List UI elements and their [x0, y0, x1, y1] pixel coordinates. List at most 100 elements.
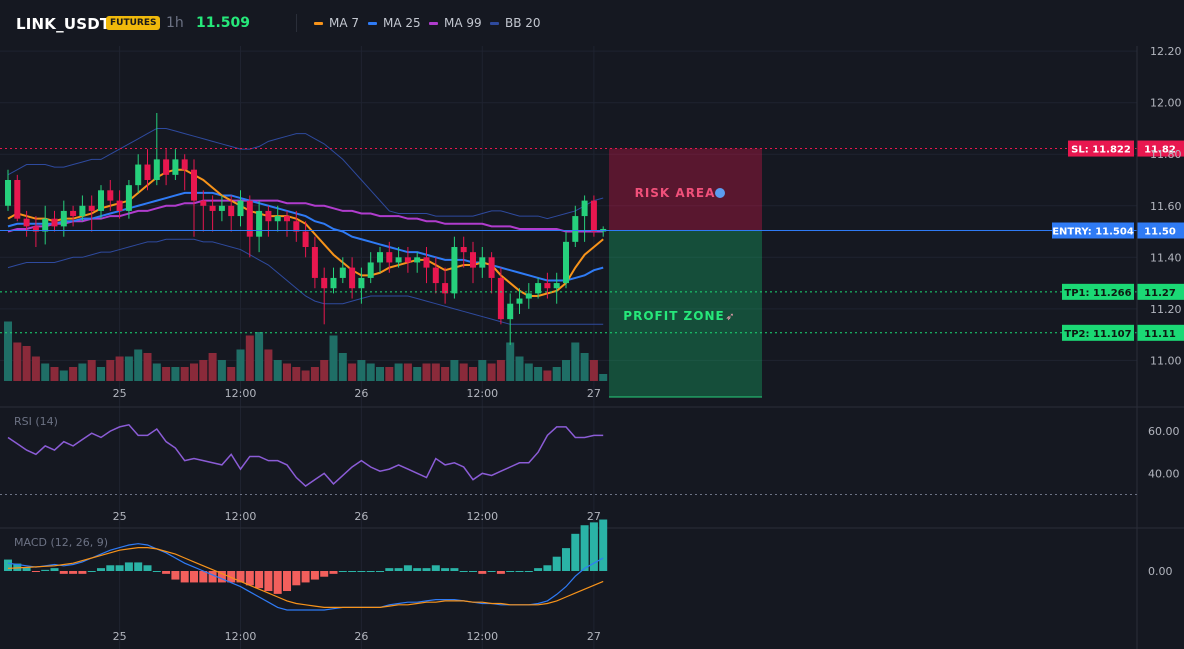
- timeframe-label[interactable]: 1h: [166, 15, 184, 31]
- candle-body: [432, 267, 439, 284]
- volume-bar: [208, 353, 217, 381]
- entry-label-box: [1052, 222, 1134, 239]
- price-tick-label: 11.40: [1150, 251, 1182, 264]
- candle-body: [488, 257, 495, 278]
- volume-bar: [236, 349, 245, 381]
- profit-zone-label: PROFIT ZONE: [623, 309, 724, 323]
- macd-histogram-bar: [524, 571, 533, 572]
- volume-bar: [320, 360, 329, 381]
- macd-histogram-bar: [459, 571, 468, 572]
- candle-body: [218, 205, 225, 211]
- macd-histogram-bar: [217, 571, 226, 583]
- time-tick-label: 27: [587, 387, 601, 400]
- time-tick-label: 26: [354, 510, 368, 523]
- ma25-line: [7, 191, 604, 282]
- macd-histogram-bar: [255, 571, 264, 589]
- macd-line: [7, 543, 604, 611]
- price-tick-label: 11.80: [1150, 148, 1182, 161]
- macd-histogram-bar: [264, 571, 273, 592]
- volume-bars: [4, 321, 608, 381]
- macd-histogram-bar: [506, 571, 515, 572]
- volume-bar: [180, 367, 189, 381]
- volume-bar: [59, 370, 68, 381]
- ma99-line: [7, 199, 604, 233]
- volume-bar: [13, 342, 22, 381]
- symbol-label[interactable]: LINK_USDT: [16, 15, 111, 33]
- candle-body: [497, 277, 504, 320]
- legend-ma7[interactable]: MA 7: [314, 16, 359, 30]
- candle-body: [228, 205, 235, 217]
- time-tick-label: 26: [354, 630, 368, 643]
- candle-body: [23, 218, 30, 227]
- macd-histogram-bar: [478, 571, 487, 574]
- volume-bar: [496, 360, 505, 381]
- volume-bar: [87, 360, 96, 381]
- volume-bar: [431, 363, 440, 381]
- legend-ma99[interactable]: MA 99: [429, 16, 482, 30]
- macd-histogram-bar: [152, 571, 161, 572]
- volume-bar: [506, 342, 515, 381]
- volume-bar: [441, 367, 450, 381]
- price-tick-label: 11.20: [1150, 303, 1182, 316]
- candle-body: [386, 252, 393, 263]
- legend-bb20-label: BB 20: [505, 16, 541, 30]
- volume-bar: [301, 370, 310, 381]
- time-tick-label: 12:00: [225, 387, 257, 400]
- volume-bar: [552, 367, 561, 381]
- macd-histogram-bar: [41, 569, 50, 571]
- macd-histogram-bar: [292, 571, 301, 586]
- candle-body: [5, 180, 11, 206]
- macd-histogram-bar: [87, 571, 96, 572]
- rsi-title: RSI (14): [14, 415, 58, 428]
- macd-histogram-bar: [357, 571, 366, 572]
- ma25-swatch-icon: [368, 21, 377, 25]
- rsi-tick-label: 40.00: [1148, 467, 1180, 480]
- candle-body: [349, 267, 356, 289]
- last-price: 11.509: [196, 15, 251, 31]
- candle-body: [274, 216, 281, 222]
- macd-histogram-bar: [180, 571, 189, 583]
- legend-ma25[interactable]: MA 25: [368, 16, 421, 30]
- trade-levels: SL: 11.822 11.82 ENTRY: 11.504 11.50 TP1: 11…: [0, 140, 1184, 341]
- candle-body: [572, 216, 579, 242]
- macd-histogram-bar: [348, 571, 357, 572]
- volume-bar: [329, 335, 338, 381]
- time-tick-label: 12:00: [466, 510, 498, 523]
- macd-title: MACD (12, 26, 9): [14, 536, 108, 549]
- volume-bar: [217, 360, 226, 381]
- volume-bar: [22, 346, 31, 381]
- candlesticks: [5, 113, 607, 345]
- volume-bar: [78, 363, 87, 381]
- candle-body: [284, 216, 290, 222]
- volume-bar: [469, 367, 477, 381]
- volume-bar: [571, 342, 580, 381]
- macd-histogram-bar: [534, 568, 543, 571]
- volume-bar: [97, 367, 105, 381]
- candle-body: [237, 200, 244, 217]
- candle-body: [470, 252, 476, 268]
- time-tick-label: 27: [587, 630, 601, 643]
- candle-body: [544, 283, 551, 289]
- header-divider: [296, 14, 297, 32]
- price-tick-label: 11.00: [1150, 354, 1182, 367]
- legend-bb20[interactable]: BB 20: [490, 16, 541, 30]
- signal-line: [7, 546, 604, 609]
- sl-axis-value: 11.82: [1144, 145, 1176, 156]
- entry-label: ENTRY: 11.504: [1052, 227, 1134, 238]
- macd-histogram-bar: [487, 571, 496, 572]
- candle-body: [246, 200, 253, 237]
- volume-bar: [255, 332, 264, 381]
- volume-bar: [338, 353, 347, 381]
- entry-axis-box: [1137, 222, 1184, 239]
- macd-histogram-bar: [31, 571, 40, 572]
- candle-body: [98, 190, 104, 211]
- candle-body: [163, 159, 170, 175]
- tp2-label: TP2: 11.107: [1064, 329, 1131, 340]
- time-tick-label: 25: [113, 630, 127, 643]
- volume-bar: [459, 363, 468, 381]
- volume-bar: [403, 363, 412, 381]
- macd-histogram-bar: [162, 571, 171, 574]
- tp2-axis-box: [1137, 324, 1184, 341]
- bb-lower-line: [7, 238, 604, 325]
